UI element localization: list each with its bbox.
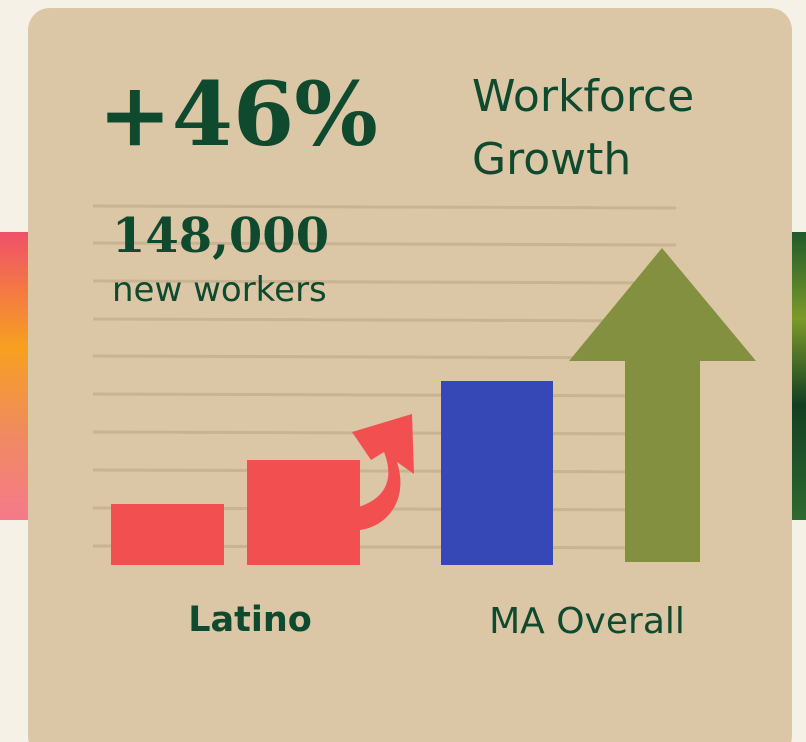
headline-title: Growth [472,134,631,185]
group-label: MA Overall [489,601,685,642]
headline-title: Workforce [472,71,694,122]
latino-growth-arrow [352,414,414,530]
overall-bar [441,381,553,565]
group-label: Latino [188,600,312,640]
latino-bar-before [111,504,224,565]
headline-figure: +46% [98,62,378,166]
subhead-caption: new workers [112,270,327,310]
left-image-strip [0,232,30,520]
right-image-strip [788,232,806,520]
subhead-figure: 148,000 [112,208,329,264]
latino-bar-after [247,460,360,565]
overall-growth-arrow [569,248,756,562]
